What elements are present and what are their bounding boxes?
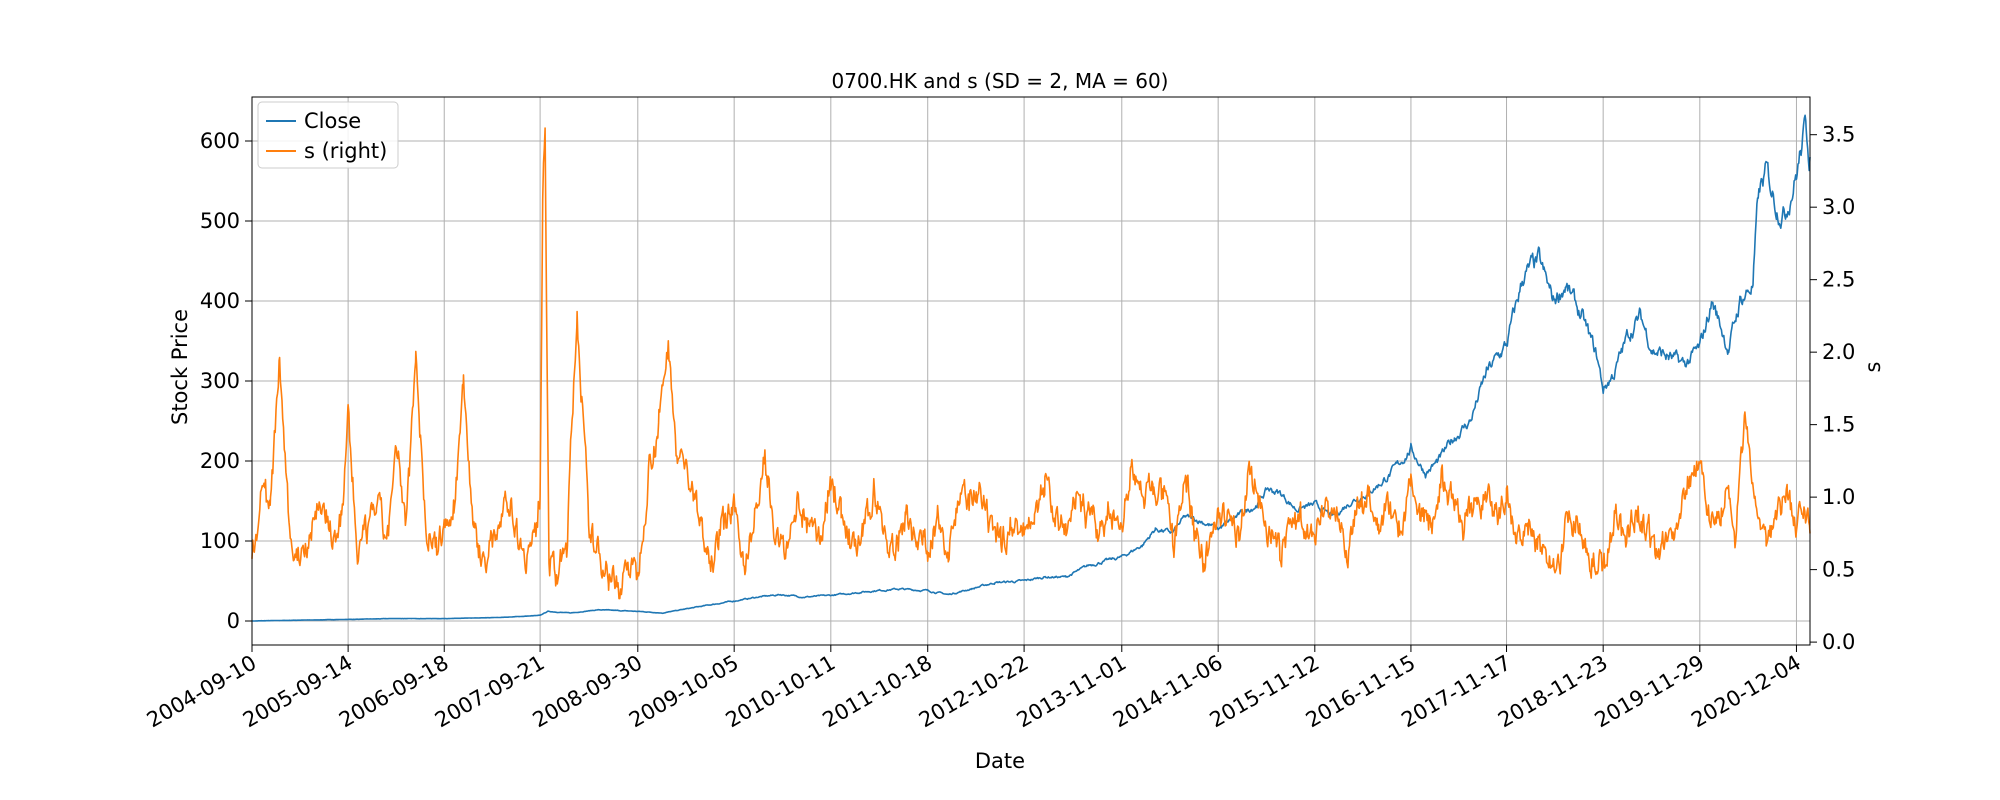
y-axis-label: Stock Price: [168, 309, 192, 425]
x-tick-label: 2011-10-18: [819, 651, 937, 733]
legend-label-close: Close: [304, 109, 361, 133]
x-tick-label: 2019-11-29: [1591, 651, 1709, 733]
x-tick-label: 2020-12-04: [1687, 651, 1805, 733]
x-tick-label: 2008-09-30: [529, 651, 647, 733]
y-tick-label: 500: [200, 209, 240, 233]
tick-labels: 2004-09-102005-09-142006-09-182007-09-21…: [143, 123, 1856, 733]
y-tick-label: 600: [200, 129, 240, 153]
y-right-tick-label: 2.0: [1822, 340, 1855, 364]
x-tick-label: 2017-11-17: [1397, 651, 1515, 733]
y-tick-label: 100: [200, 529, 240, 553]
series-lines: [251, 114, 1811, 622]
y-right-tick-label: 1.0: [1822, 485, 1855, 509]
legend: Close s (right): [257, 101, 399, 169]
y-tick-label: 200: [200, 449, 240, 473]
y-tick-label: 400: [200, 289, 240, 313]
y-right-tick-label: 0.5: [1822, 558, 1855, 582]
grid: [251, 97, 1810, 645]
series-line-close: [252, 114, 1811, 622]
plot-frame: [251, 96, 1811, 646]
x-tick-label: 2018-11-23: [1494, 651, 1612, 733]
x-axis-label: Date: [975, 749, 1025, 773]
x-tick-label: 2009-10-05: [625, 651, 743, 733]
axes: [245, 96, 1817, 652]
x-tick-label: 2007-09-21: [431, 651, 549, 733]
x-tick-label: 2010-10-11: [722, 651, 840, 733]
x-tick-label: 2013-11-01: [1013, 651, 1131, 733]
y-tick-label: 300: [200, 369, 240, 393]
y-right-tick-label: 3.0: [1822, 195, 1855, 219]
y-tick-label: 0: [227, 609, 240, 633]
y-right-tick-label: 3.5: [1822, 123, 1855, 147]
series-line-s: [251, 127, 1811, 600]
legend-label-s: s (right): [304, 139, 387, 163]
y-right-tick-label: 1.5: [1822, 413, 1855, 437]
x-tick-label: 2012-10-22: [915, 651, 1033, 733]
y-axis-right-label: s: [1861, 362, 1885, 373]
chart-title: 0700.HK and s (SD = 2, MA = 60): [831, 69, 1168, 93]
y-right-tick-label: 0.0: [1822, 630, 1855, 654]
x-tick-label: 2014-11-06: [1109, 651, 1227, 733]
y-right-tick-label: 2.5: [1822, 268, 1855, 292]
